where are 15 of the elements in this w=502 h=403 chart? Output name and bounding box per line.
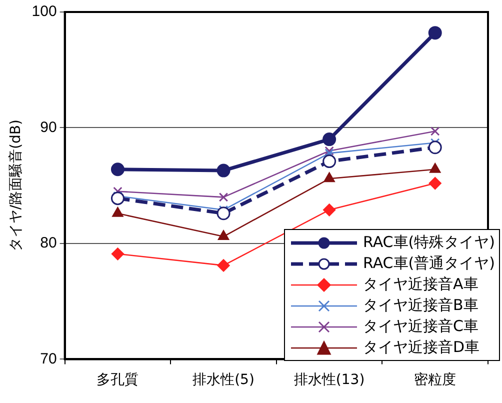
y-tick-label: 90 xyxy=(40,118,57,136)
legend-label: RAC車(特殊タイヤ) xyxy=(363,232,495,254)
x-tick-label: 排水性(13) xyxy=(294,372,365,388)
legend-label: タイヤ近接音C車 xyxy=(363,316,478,338)
x-tick-label: 密粒度 xyxy=(414,372,456,388)
y-axis-title: タイヤ/路面騒音(dB) xyxy=(8,120,24,252)
y-tick-label: 70 xyxy=(40,350,57,368)
y-tick-label: 100 xyxy=(32,3,57,20)
legend-label: タイヤ近接音B車 xyxy=(363,295,478,316)
legend-label: RAC車(普通タイヤ) xyxy=(363,253,495,274)
x-tick-label: 多孔質 xyxy=(96,372,139,388)
x-tick-label: 排水性(5) xyxy=(192,372,254,388)
y-tick-label: 80 xyxy=(40,234,57,252)
legend-label: タイヤ近接音A車 xyxy=(363,274,478,296)
legend-label: タイヤ近接音D車 xyxy=(363,337,480,358)
